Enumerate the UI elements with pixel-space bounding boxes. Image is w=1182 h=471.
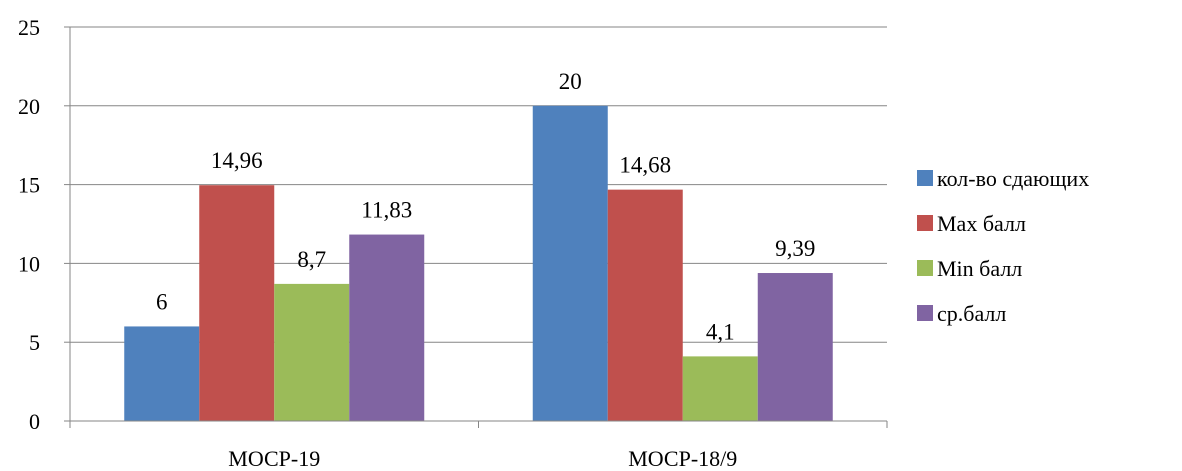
bar [532, 105, 608, 422]
legend-label: кол-во сдающих [937, 166, 1089, 191]
bars [124, 105, 833, 422]
bar [124, 326, 200, 421]
data-label: 14,68 [619, 153, 671, 178]
y-tick-label: 0 [29, 409, 40, 434]
legend-label: ср.балл [937, 301, 1006, 326]
legend-swatch [917, 215, 933, 231]
y-axis-ticks: 0 5 10 15 20 25 [18, 15, 70, 434]
data-label: 4,1 [706, 319, 735, 344]
legend-label: Min балл [937, 256, 1022, 281]
bar [607, 189, 683, 421]
bar [757, 273, 833, 421]
bar [349, 234, 425, 421]
x-category-label: МОСР-19 [228, 446, 320, 471]
legend: кол-во сдающих Max балл Min балл ср.балл [917, 166, 1089, 326]
legend-label: Max балл [937, 211, 1026, 236]
y-tick-label: 5 [29, 330, 40, 355]
data-label: 20 [559, 69, 582, 94]
x-category-label: МОСР-18/9 [628, 446, 737, 471]
y-tick-label: 15 [18, 173, 40, 198]
legend-swatch [917, 305, 933, 321]
data-label: 9,39 [775, 236, 815, 261]
bar [274, 283, 350, 421]
legend-swatch [917, 170, 933, 186]
bar [682, 356, 758, 421]
y-tick-label: 20 [18, 94, 40, 119]
y-tick-label: 25 [18, 15, 40, 40]
data-label: 8,7 [297, 247, 326, 272]
bar [199, 185, 275, 421]
legend-swatch [917, 260, 933, 276]
data-label: 14,96 [211, 148, 263, 173]
data-labels: 6 14,96 8,7 11,83 20 14,68 4,1 9,39 [156, 69, 815, 345]
x-axis-ticks: МОСР-19 МОСР-18/9 [69, 421, 888, 471]
data-label: 6 [156, 289, 168, 314]
y-tick-label: 10 [18, 251, 40, 276]
data-label: 11,83 [361, 198, 412, 223]
